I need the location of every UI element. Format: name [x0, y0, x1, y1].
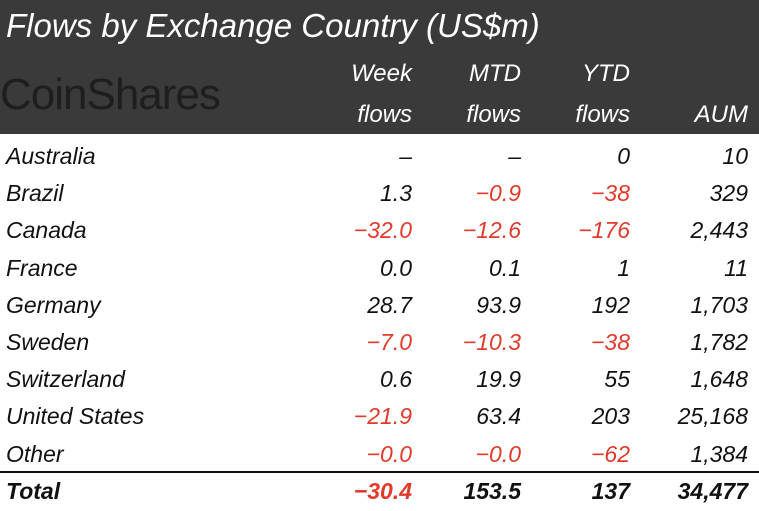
aum-value: 1,648	[690, 366, 748, 393]
table-row: Switzerland 0.6 19.9 55 1,648	[0, 360, 759, 397]
aum-value: 1,782	[690, 328, 748, 355]
aum-value: 10	[722, 143, 748, 169]
mtd-flows-value: 63.4	[476, 403, 521, 430]
ytd-flows-value: −38	[590, 180, 630, 207]
header-ytd-line2: flows	[575, 101, 630, 128]
week-flows-value: −0.0	[366, 440, 412, 467]
header-mtd-line2: flows	[466, 101, 521, 128]
ytd-flows-value: −62	[590, 440, 630, 467]
week-flows-value: −32.0	[353, 217, 412, 244]
ytd-flows-value: −38	[590, 328, 630, 355]
coinshares-logo: CoinShares	[0, 70, 221, 119]
week-flows-value: −21.9	[353, 403, 412, 430]
week-flows-value: 1.3	[380, 180, 412, 207]
header-mtd-line1: MTD	[469, 60, 521, 87]
table-title: Flows by Exchange Country (US$m)	[6, 7, 540, 44]
country-label: Other	[6, 440, 64, 467]
table-row: Germany 28.7 93.9 192 1,703	[0, 286, 759, 323]
mtd-flows-value: –	[508, 143, 521, 169]
ytd-flows-value: 55	[604, 366, 630, 393]
mtd-flows-value: 93.9	[476, 291, 521, 318]
country-label: Switzerland	[6, 366, 125, 393]
country-label: Australia	[6, 143, 96, 169]
country-label: Germany	[6, 291, 101, 318]
week-flows-value: −7.0	[366, 328, 412, 355]
table-body: Australia – – 0 10 Brazil 1.3 −0.9 −38 329 Canada −…	[0, 137, 759, 472]
table-row: Brazil 1.3 −0.9 −38 329	[0, 174, 759, 211]
country-label: Brazil	[6, 180, 64, 207]
mtd-flows-value: 0.1	[489, 254, 521, 281]
country-label: France	[6, 254, 78, 281]
aum-value: 11	[724, 254, 748, 281]
total-ytd-flows: 137	[591, 478, 630, 504]
week-flows-value: 0.6	[380, 366, 412, 393]
country-label: Canada	[6, 217, 87, 244]
total-mtd-flows: 153.5	[463, 478, 521, 504]
total-divider	[0, 471, 759, 473]
mtd-flows-value: −10.3	[462, 328, 521, 355]
table-row: United States −21.9 63.4 203 25,168	[0, 397, 759, 434]
ytd-flows-value: 203	[591, 403, 630, 430]
aum-value: 2,443	[690, 217, 748, 244]
ytd-flows-value: 1	[617, 254, 630, 281]
table-header: Flows by Exchange Country (US$m) CoinSha…	[0, 0, 759, 134]
total-aum: 34,477	[677, 478, 748, 504]
header-week-line1: Week	[351, 60, 412, 87]
mtd-flows-value: −0.9	[475, 180, 521, 207]
table-row: Sweden −7.0 −10.3 −38 1,782	[0, 323, 759, 360]
table-row: Australia – – 0 10	[0, 137, 759, 174]
aum-value: 329	[709, 180, 748, 207]
total-week-flows: −30.4	[353, 478, 412, 504]
mtd-flows-value: −0.0	[475, 440, 521, 467]
mtd-flows-value: 19.9	[476, 366, 521, 393]
total-row: Total −30.4 153.5 137 34,477	[0, 474, 759, 511]
mtd-flows-value: −12.6	[462, 217, 521, 244]
header-ytd-line1: YTD	[582, 60, 630, 87]
week-flows-value: 28.7	[367, 291, 412, 318]
week-flows-value: –	[399, 143, 412, 169]
ytd-flows-value: 0	[617, 143, 630, 169]
header-aum: AUM	[694, 101, 748, 128]
country-label: Sweden	[6, 328, 90, 355]
header-week-line2: flows	[357, 101, 412, 128]
total-label: Total	[6, 478, 61, 504]
table-row: France 0.0 0.1 1 11	[0, 249, 759, 286]
aum-value: 1,384	[690, 440, 748, 467]
aum-value: 1,703	[690, 291, 748, 318]
aum-value: 25,168	[677, 403, 748, 430]
table-row: Other −0.0 −0.0 −62 1,384	[0, 435, 759, 472]
ytd-flows-value: 192	[591, 291, 630, 318]
ytd-flows-value: −176	[578, 217, 630, 244]
country-label: United States	[6, 403, 145, 430]
table-row: Canada −32.0 −12.6 −176 2,443	[0, 211, 759, 248]
week-flows-value: 0.0	[380, 254, 412, 281]
